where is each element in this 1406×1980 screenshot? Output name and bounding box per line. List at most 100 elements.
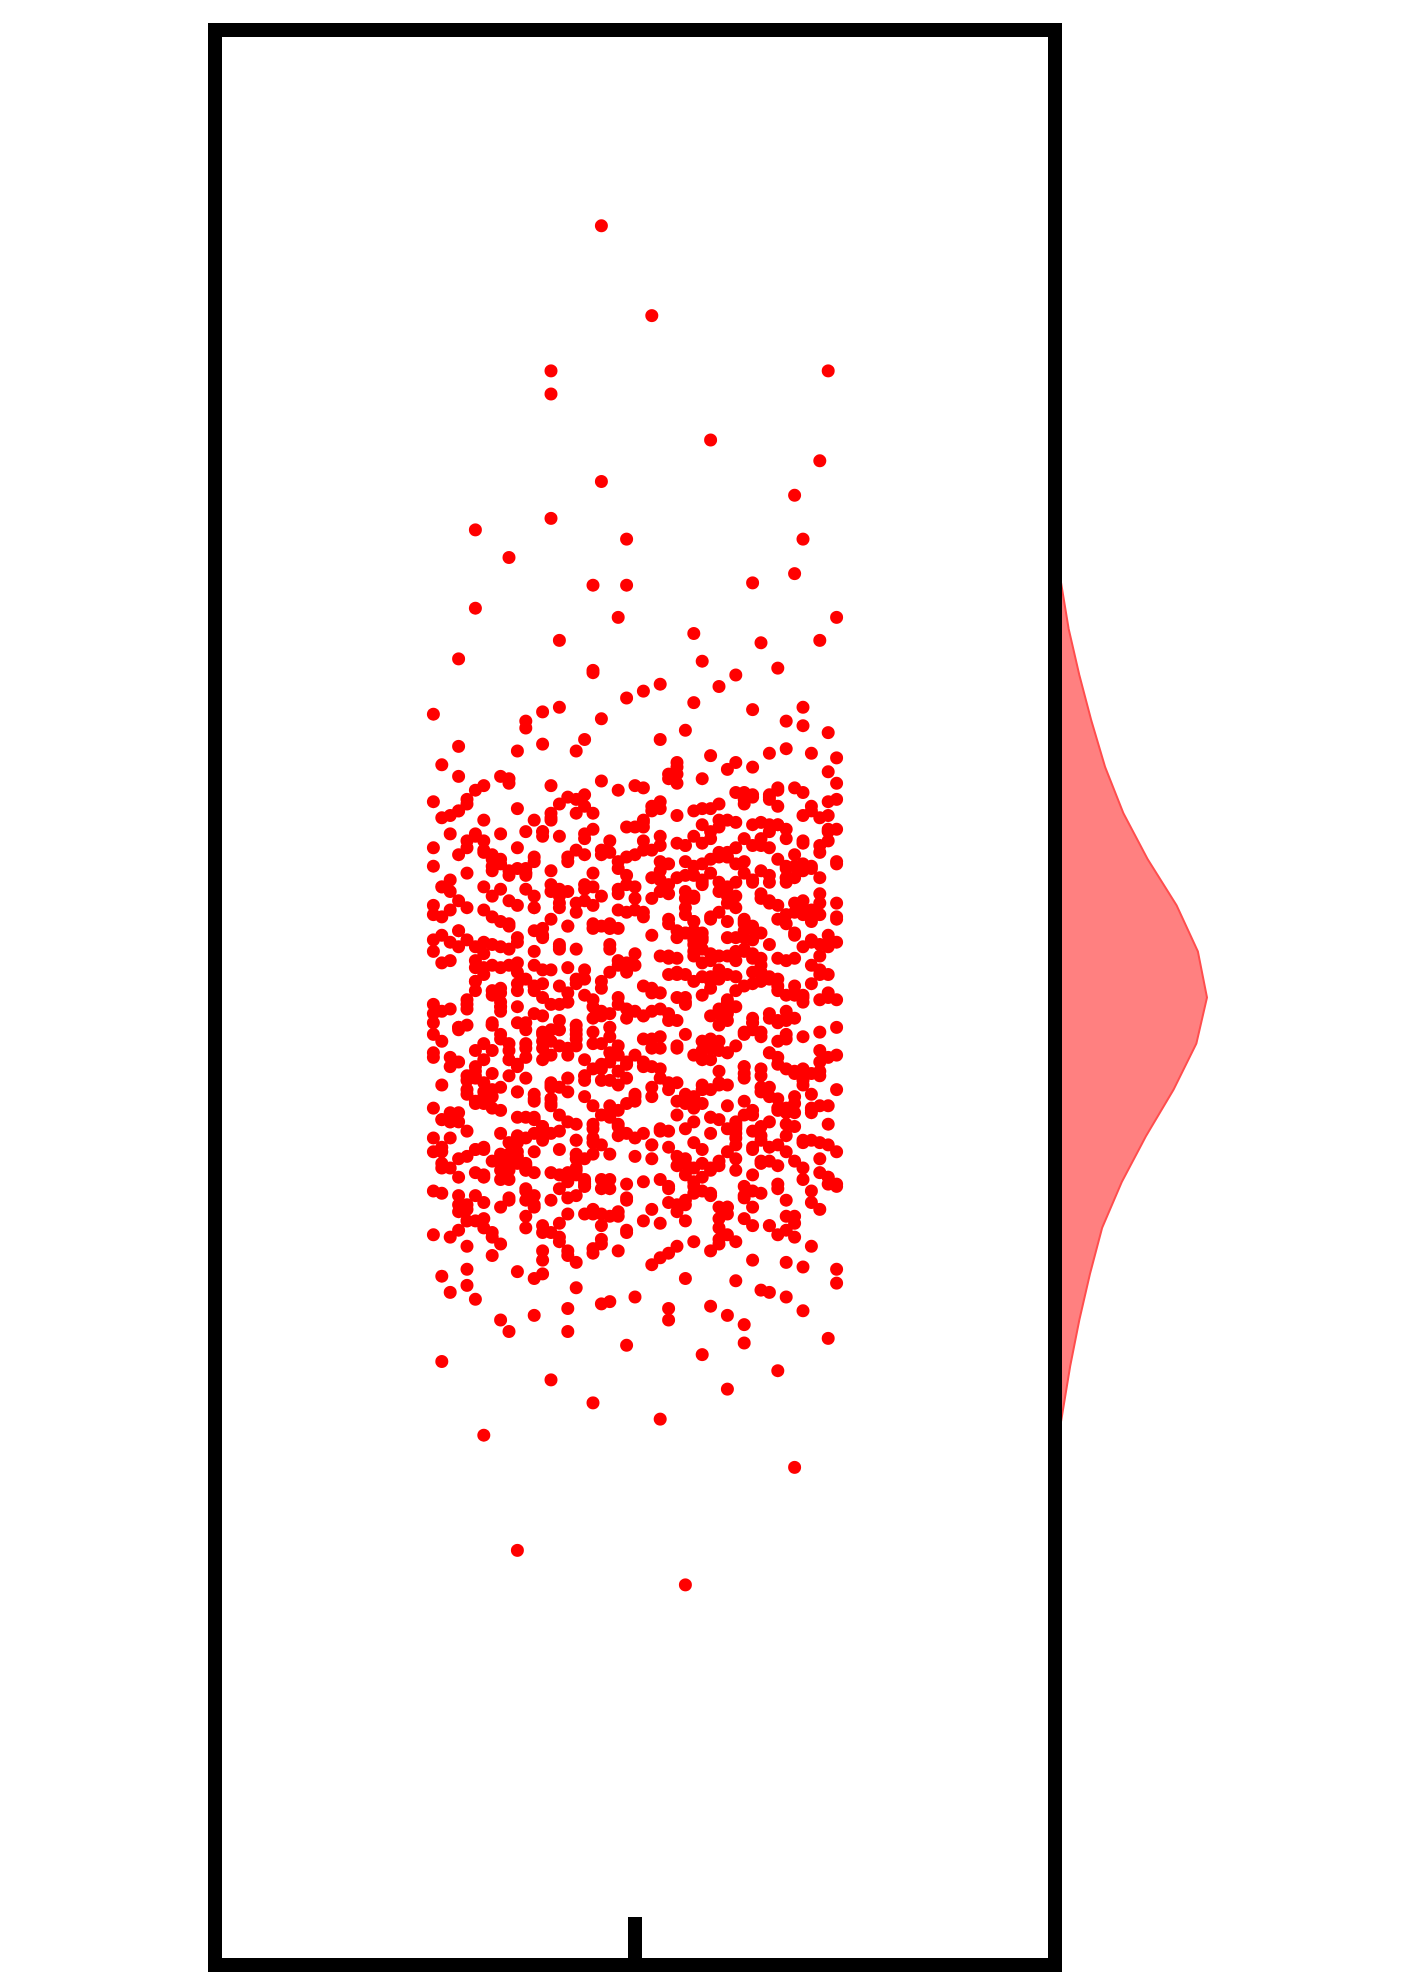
data-point (628, 1131, 642, 1145)
data-point (527, 855, 541, 869)
data-point (779, 954, 793, 968)
data-point (729, 668, 743, 682)
data-point (569, 1032, 583, 1046)
data-point (737, 1094, 751, 1108)
data-point (594, 1057, 608, 1071)
data-point (754, 887, 768, 901)
data-point (737, 866, 751, 880)
data-point (830, 1020, 844, 1034)
data-point (510, 1016, 524, 1030)
data-point (788, 848, 802, 862)
data-point (796, 1161, 810, 1175)
data-point (552, 1216, 566, 1230)
data-point (485, 1249, 499, 1262)
marginal-density-curve (1054, 536, 1209, 1459)
data-point (687, 938, 701, 951)
data-point (821, 822, 835, 836)
data-point (628, 1149, 642, 1163)
data-point (695, 1034, 709, 1048)
data-point (746, 576, 760, 590)
data-point (552, 938, 566, 951)
data-point (788, 1106, 802, 1120)
data-point (552, 889, 566, 903)
data-point (720, 1099, 734, 1113)
data-point (636, 1175, 650, 1189)
data-point (603, 938, 617, 951)
data-point (687, 1235, 701, 1249)
data-point (813, 1044, 827, 1057)
data-point (510, 965, 524, 979)
data-point (762, 1090, 776, 1104)
data-point (653, 1216, 667, 1230)
data-point (695, 1170, 709, 1184)
data-point (645, 804, 659, 818)
data-point (578, 1177, 592, 1191)
data-point (460, 1278, 474, 1292)
data-point (788, 1011, 802, 1025)
data-point (544, 1080, 558, 1094)
data-point (636, 1214, 650, 1228)
data-point (729, 841, 743, 855)
data-point (452, 1020, 466, 1034)
data-point (603, 1147, 617, 1161)
data-point (645, 1041, 659, 1055)
data-point (510, 862, 524, 875)
data-point (704, 1110, 718, 1124)
data-point (821, 1099, 835, 1113)
data-point (636, 843, 650, 857)
data-point (678, 891, 692, 905)
data-point (729, 1120, 743, 1133)
data-point (485, 910, 499, 924)
data-point (611, 1064, 625, 1078)
data-point (645, 1080, 659, 1094)
data-point (746, 1023, 760, 1037)
data-point (569, 905, 583, 919)
data-point (754, 974, 768, 988)
data-point (729, 1163, 743, 1177)
data-point (552, 700, 566, 714)
data-point (477, 968, 491, 981)
data-point (603, 1182, 617, 1196)
data-point (502, 772, 516, 786)
data-point (552, 633, 566, 647)
data-point (771, 1101, 785, 1115)
data-point (821, 726, 835, 740)
data-point (544, 1373, 558, 1387)
data-point (821, 928, 835, 942)
data-point (620, 691, 634, 705)
data-point (620, 1223, 634, 1237)
data-point (594, 1037, 608, 1051)
data-point (678, 1578, 692, 1592)
data-point (594, 712, 608, 726)
data-point (720, 762, 734, 776)
data-point (796, 1062, 810, 1076)
data-point (813, 1152, 827, 1166)
data-point (645, 309, 659, 323)
data-point (519, 1041, 533, 1055)
data-point (662, 1313, 676, 1327)
data-point (611, 1209, 625, 1223)
data-point (662, 1196, 676, 1209)
data-point (779, 1145, 793, 1159)
data-point (687, 804, 701, 818)
data-point (813, 1069, 827, 1083)
data-point (762, 841, 776, 855)
data-point (494, 1313, 508, 1327)
data-point (552, 1143, 566, 1156)
data-point (477, 947, 491, 961)
data-point (771, 1057, 785, 1071)
data-point (603, 1099, 617, 1113)
data-point (796, 995, 810, 1009)
data-point (611, 783, 625, 797)
data-point (779, 832, 793, 846)
data-point (746, 760, 760, 774)
data-point (762, 1080, 776, 1094)
data-point (771, 1177, 785, 1191)
data-point (561, 1048, 575, 1062)
data-point (720, 1046, 734, 1060)
data-point (796, 700, 810, 714)
data-point (628, 947, 642, 961)
data-point (519, 1221, 533, 1235)
data-point (452, 769, 466, 783)
data-point (561, 850, 575, 864)
